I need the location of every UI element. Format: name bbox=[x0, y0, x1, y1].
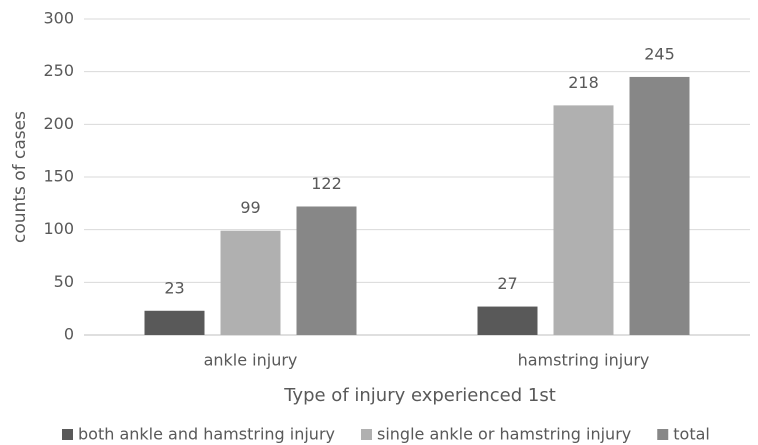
y-tick-label: 50 bbox=[54, 272, 74, 291]
bar bbox=[296, 206, 357, 335]
data-label: 122 bbox=[311, 174, 342, 193]
legend-label: total bbox=[673, 425, 710, 444]
y-axis-title: counts of cases bbox=[10, 111, 30, 243]
legend-swatch bbox=[360, 429, 372, 440]
y-tick-label: 250 bbox=[43, 61, 74, 80]
y-tick-label: 100 bbox=[43, 219, 74, 238]
legend-label: both ankle and hamstring injury bbox=[78, 425, 335, 444]
data-label: 218 bbox=[568, 73, 599, 92]
bar bbox=[629, 76, 690, 335]
x-tick-label: ankle injury bbox=[204, 351, 298, 370]
y-tick-label: 150 bbox=[43, 167, 74, 186]
bar bbox=[553, 105, 614, 335]
y-tick-label: 300 bbox=[43, 9, 74, 28]
data-label: 27 bbox=[497, 274, 517, 293]
bar bbox=[144, 310, 205, 335]
bar bbox=[477, 306, 538, 335]
legend-swatch bbox=[657, 429, 669, 440]
legend-swatch bbox=[62, 429, 73, 440]
legend-label: single ankle or hamstring injury bbox=[377, 425, 631, 444]
data-label: 99 bbox=[240, 198, 260, 217]
data-label: 245 bbox=[644, 44, 675, 63]
x-tick-label: hamstring injury bbox=[518, 351, 650, 370]
data-label: 23 bbox=[164, 278, 184, 297]
y-tick-label: 0 bbox=[64, 325, 74, 344]
x-axis-title: Type of injury experienced 1st bbox=[283, 385, 556, 406]
y-tick-label: 200 bbox=[43, 114, 74, 133]
bar bbox=[220, 230, 281, 335]
